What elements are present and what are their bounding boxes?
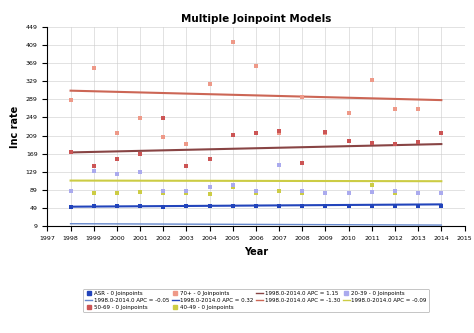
Point — [322, 190, 329, 195]
Point — [113, 190, 121, 196]
Point — [159, 135, 167, 140]
Point — [159, 205, 167, 210]
Point — [137, 170, 144, 175]
Point — [229, 39, 237, 45]
Point — [275, 128, 283, 133]
Point — [391, 188, 399, 193]
Point — [299, 203, 306, 208]
Point — [67, 204, 74, 209]
Point — [252, 188, 260, 193]
Point — [299, 94, 306, 99]
Point — [229, 133, 237, 138]
Point — [113, 171, 121, 176]
Point — [229, 182, 237, 188]
Point — [67, 97, 74, 103]
Point — [137, 115, 144, 121]
Point — [414, 190, 422, 195]
Point — [90, 204, 98, 209]
Point — [206, 203, 213, 208]
Point — [182, 142, 190, 147]
Point — [206, 185, 213, 190]
Point — [90, 169, 98, 174]
Point — [322, 190, 329, 195]
Point — [438, 203, 445, 208]
Y-axis label: Inc rate: Inc rate — [10, 106, 20, 148]
Point — [137, 151, 144, 157]
Point — [438, 130, 445, 136]
Point — [182, 188, 190, 193]
Point — [252, 63, 260, 68]
Point — [368, 203, 375, 208]
Point — [229, 203, 237, 208]
Point — [275, 188, 283, 193]
Point — [113, 157, 121, 162]
Point — [159, 190, 167, 195]
Point — [391, 106, 399, 112]
Point — [182, 203, 190, 209]
Point — [67, 150, 74, 155]
Point — [113, 204, 121, 209]
Point — [90, 163, 98, 168]
Point — [345, 190, 353, 195]
Point — [252, 190, 260, 195]
Point — [159, 189, 167, 194]
Point — [345, 138, 353, 143]
Point — [206, 81, 213, 87]
Point — [345, 203, 353, 208]
Point — [438, 190, 445, 196]
Point — [275, 203, 283, 209]
Point — [67, 188, 74, 193]
Point — [275, 130, 283, 136]
Point — [414, 139, 422, 145]
Point — [368, 182, 375, 188]
Point — [414, 190, 422, 195]
Point — [206, 156, 213, 162]
Point — [391, 190, 399, 195]
Point — [322, 203, 329, 208]
Point — [414, 106, 422, 112]
Legend: ASR - 0 Joinpoints, 1998.0-2014.0 APC = -0.05, 50-69 - 0 Joinpoints, 70+ - 0 Joi: ASR - 0 Joinpoints, 1998.0-2014.0 APC = … — [83, 289, 429, 312]
Point — [299, 190, 306, 195]
Point — [182, 190, 190, 196]
Title: Multiple Joinpoint Models: Multiple Joinpoint Models — [181, 14, 331, 24]
Point — [414, 204, 422, 209]
Point — [113, 130, 121, 136]
Point — [252, 203, 260, 208]
Point — [391, 203, 399, 208]
Point — [229, 185, 237, 190]
Point — [90, 190, 98, 195]
Point — [137, 189, 144, 194]
Point — [438, 190, 445, 196]
Point — [252, 130, 260, 136]
Point — [368, 189, 375, 194]
Point — [159, 115, 167, 121]
Point — [275, 162, 283, 167]
Point — [67, 188, 74, 193]
Point — [299, 188, 306, 193]
Point — [206, 191, 213, 197]
X-axis label: Year: Year — [244, 247, 268, 257]
Point — [438, 130, 445, 136]
Point — [345, 190, 353, 195]
Point — [368, 77, 375, 83]
Point — [299, 161, 306, 166]
Point — [90, 65, 98, 71]
Point — [368, 141, 375, 146]
Point — [391, 142, 399, 147]
Point — [345, 111, 353, 116]
Point — [182, 163, 190, 168]
Point — [322, 129, 329, 134]
Point — [137, 203, 144, 209]
Point — [322, 130, 329, 136]
